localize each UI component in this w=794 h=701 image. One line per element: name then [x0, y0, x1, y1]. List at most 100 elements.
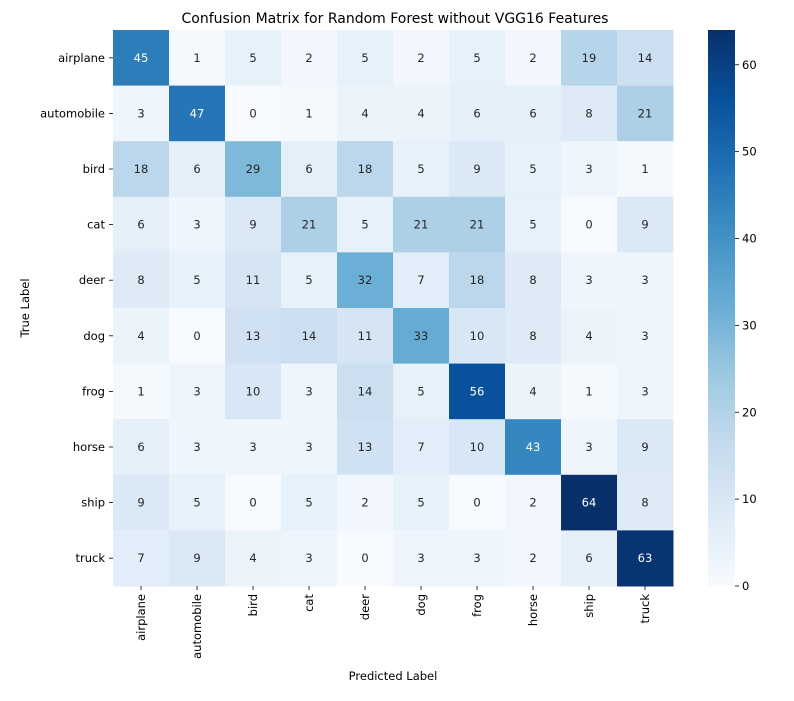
cell-value-label: 10: [246, 384, 261, 398]
x-tick-label: frog: [470, 594, 484, 617]
heatmap-cell: [617, 474, 674, 531]
cell-value-label: 1: [305, 106, 312, 120]
heatmap-cell: [225, 363, 282, 420]
heatmap-cell: [225, 308, 282, 365]
cell-value-label: 13: [246, 329, 261, 343]
heatmap-cell: [393, 474, 450, 531]
cell-value-label: 29: [246, 162, 261, 176]
colorbar-gradient: [708, 30, 735, 586]
cell-value-label: 6: [529, 106, 536, 120]
x-tick-label: truck: [638, 594, 652, 624]
heatmap-cell: [505, 196, 562, 253]
x-tick-label: cat: [302, 594, 316, 612]
heatmap-cell: [281, 141, 338, 198]
cell-value-label: 5: [417, 162, 424, 176]
y-tick-label: airplane: [58, 51, 105, 65]
heatmap-cell: [449, 419, 506, 476]
heatmap-cell: [393, 363, 450, 420]
heatmap-cell: [449, 85, 506, 142]
heatmap-cell: [225, 196, 282, 253]
heatmap-cell: [337, 308, 394, 365]
cell-value-label: 2: [417, 51, 424, 65]
cell-value-label: 3: [585, 440, 592, 454]
cell-value-label: 8: [529, 273, 536, 287]
heatmap-cell: [337, 141, 394, 198]
heatmap-cell: [337, 196, 394, 253]
cell-value-label: 3: [193, 384, 200, 398]
heatmap-cell: [337, 530, 394, 587]
heatmap-cell: [281, 419, 338, 476]
cell-value-label: 5: [529, 218, 536, 232]
cell-value-label: 4: [417, 106, 424, 120]
heatmap-cell: [169, 252, 226, 309]
cell-value-label: 1: [641, 162, 648, 176]
heatmap-cell: [169, 363, 226, 420]
heatmap-cell: [281, 30, 338, 87]
heatmap-cell: [281, 530, 338, 587]
heatmap-cell: [617, 363, 674, 420]
heatmap-cell: [225, 141, 282, 198]
cell-value-label: 21: [302, 218, 317, 232]
heatmap-cell: [113, 474, 170, 531]
cell-value-label: 5: [417, 384, 424, 398]
cell-value-label: 8: [529, 329, 536, 343]
cell-value-label: 4: [585, 329, 592, 343]
x-tick-label: ship: [582, 594, 596, 618]
x-tick-label: deer: [358, 594, 372, 620]
cell-value-label: 3: [193, 218, 200, 232]
y-tick-label: ship: [81, 496, 105, 510]
cell-value-label: 18: [134, 162, 149, 176]
y-tick-label: frog: [82, 384, 105, 398]
cell-value-label: 5: [249, 51, 256, 65]
heatmap-cell: [169, 85, 226, 142]
heatmap-cell: [113, 85, 170, 142]
cell-value-label: 18: [358, 162, 373, 176]
cell-value-label: 3: [641, 384, 648, 398]
cell-value-label: 5: [417, 496, 424, 510]
heatmap-cell: [393, 530, 450, 587]
heatmap-cell: [449, 530, 506, 587]
cell-value-label: 11: [358, 329, 373, 343]
cell-value-label: 11: [246, 273, 261, 287]
heatmap-cell: [393, 141, 450, 198]
cell-value-label: 56: [470, 384, 485, 398]
cell-value-label: 0: [473, 496, 480, 510]
cell-value-label: 63: [638, 551, 653, 565]
cell-value-label: 2: [529, 496, 536, 510]
heatmap-cell: [113, 530, 170, 587]
heatmap-cell: [337, 474, 394, 531]
cell-value-label: 47: [190, 106, 205, 120]
x-tick-label: airplane: [134, 594, 148, 641]
cell-value-label: 21: [638, 106, 653, 120]
colorbar-tick-label: 10: [742, 492, 757, 506]
heatmap-cell: [617, 530, 674, 587]
heatmap-cell: [281, 196, 338, 253]
cell-value-label: 19: [582, 51, 597, 65]
heatmap-cell: [169, 419, 226, 476]
heatmap-cell: [393, 308, 450, 365]
heatmap-cell: [505, 530, 562, 587]
y-tick-label: automobile: [40, 106, 105, 120]
cell-value-label: 3: [641, 329, 648, 343]
cell-value-label: 1: [137, 384, 144, 398]
colorbar-tick-label: 60: [742, 58, 757, 72]
heatmap-cell: [225, 530, 282, 587]
heatmap-cell: [113, 252, 170, 309]
cell-value-label: 5: [361, 218, 368, 232]
cell-value-label: 2: [361, 496, 368, 510]
cell-value-label: 5: [193, 273, 200, 287]
heatmap-cell: [505, 252, 562, 309]
cell-value-label: 3: [249, 440, 256, 454]
heatmap-cell: [281, 308, 338, 365]
cell-value-label: 2: [305, 51, 312, 65]
cell-value-label: 3: [473, 551, 480, 565]
heatmap-cell: [561, 252, 618, 309]
colorbar-tick-label: 50: [742, 145, 757, 159]
heatmap-cell: [225, 252, 282, 309]
cell-value-label: 21: [414, 218, 429, 232]
cell-value-label: 1: [585, 384, 592, 398]
cell-value-label: 9: [473, 162, 480, 176]
heatmap-cell: [505, 85, 562, 142]
